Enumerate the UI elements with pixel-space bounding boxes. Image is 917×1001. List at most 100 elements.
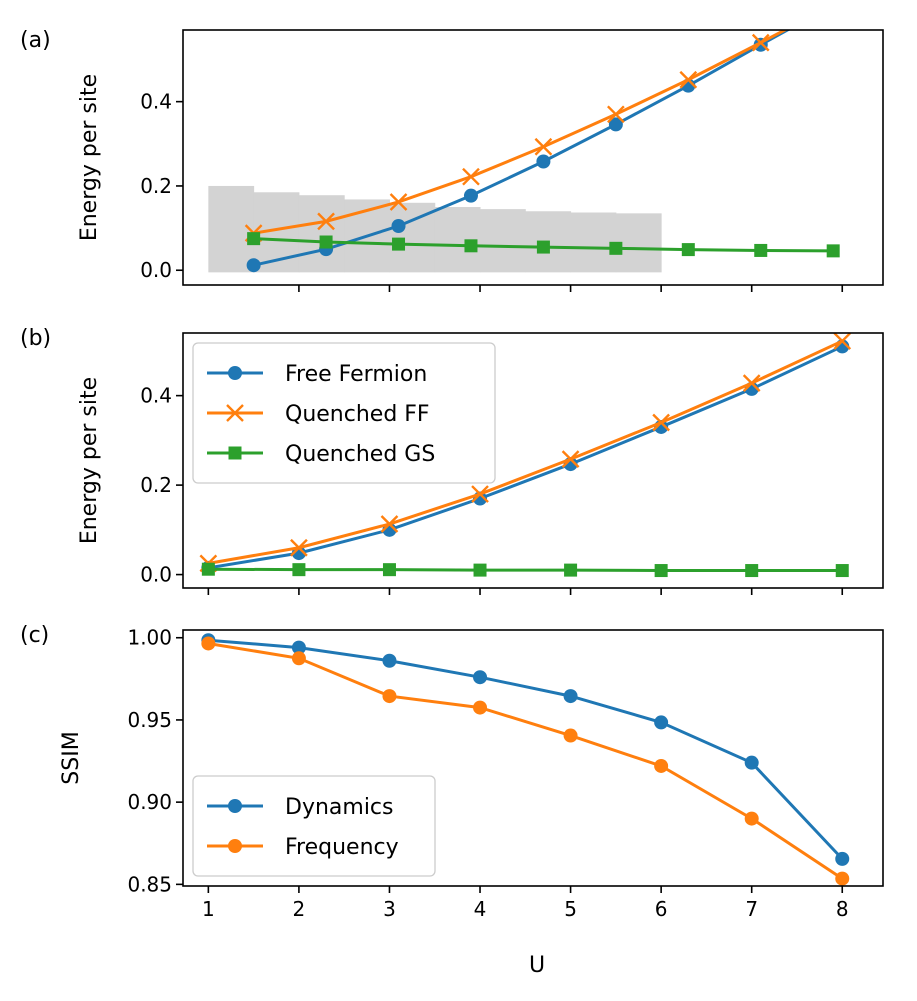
y-axis-label: SSIM — [59, 731, 84, 784]
y-tick-label: 0.0 — [140, 258, 172, 282]
data-point — [652, 413, 670, 432]
data-point — [654, 758, 669, 773]
panel-label: (b) — [20, 326, 51, 351]
data-point — [564, 563, 578, 577]
data-point — [607, 105, 625, 124]
data-point — [833, 333, 852, 350]
y-tick-label: 0.85 — [127, 872, 172, 896]
data-point — [835, 851, 850, 866]
data-point — [471, 485, 489, 503]
data-point — [290, 538, 308, 557]
y-tick-label: 0.0 — [140, 563, 172, 587]
data-point — [826, 244, 840, 258]
legend-box — [192, 342, 496, 484]
x-axis-label: U — [529, 953, 545, 978]
data-point — [391, 218, 406, 233]
data-point — [681, 243, 695, 257]
data-point — [835, 564, 849, 578]
panels: 0.0 0.2 0.4 Energy per site (a) 0.0 0.2 0.4 Ener… — [20, 0, 884, 921]
data-point — [317, 212, 335, 231]
axes-frame — [182, 629, 884, 887]
plot-area — [199, 333, 852, 578]
y-tick-label: 0.4 — [140, 90, 172, 114]
x-tick-label: 8 — [836, 897, 849, 921]
data-point — [382, 563, 396, 577]
y-tick-label: 1.00 — [127, 626, 172, 650]
data-point — [751, 33, 770, 52]
data-point — [463, 188, 478, 203]
data-point — [534, 137, 553, 156]
data-point — [462, 167, 480, 186]
panel-3: 0.85 0.90 0.95 1.00 1 2 3 4 5 6 7 8 SSIM (c) Dynamics F… — [20, 623, 884, 921]
legend-label: Frequency — [285, 835, 399, 860]
series-dynamics — [201, 633, 850, 866]
data-point — [835, 871, 850, 886]
data-point — [292, 563, 306, 577]
y-tick-label: 0.95 — [127, 708, 172, 732]
data-point — [473, 563, 487, 577]
band-step — [298, 195, 345, 273]
plot-area — [201, 633, 850, 886]
band-step — [570, 212, 617, 273]
data-point — [654, 715, 669, 730]
data-point — [608, 117, 623, 132]
data-point — [744, 755, 759, 770]
data-point — [380, 515, 399, 533]
data-point — [382, 689, 397, 704]
data-point — [561, 450, 580, 469]
data-point — [291, 640, 306, 655]
band-step — [615, 213, 662, 273]
panel-1: 0.0 0.2 0.4 Energy per site (a) — [20, 0, 884, 292]
panel-label: (c) — [20, 623, 49, 648]
legend-marker — [226, 404, 244, 422]
y-axis-label: Energy per site — [77, 74, 102, 241]
data-point — [382, 653, 397, 668]
legend-marker — [228, 366, 242, 380]
data-point — [319, 235, 333, 249]
y-tick-label: 0.2 — [140, 174, 172, 198]
y-tick-label: 0.90 — [127, 790, 172, 814]
x-tick-label: 1 — [202, 897, 215, 921]
series-line — [208, 567, 843, 573]
data-point — [536, 240, 550, 254]
data-point — [563, 689, 578, 704]
series-line — [208, 642, 844, 880]
axes-frame — [182, 332, 884, 589]
data-point — [654, 564, 668, 578]
legend-label: Free Fermion — [285, 362, 427, 387]
data-point — [473, 670, 488, 685]
band-step — [480, 209, 526, 273]
x-tick-label: 4 — [474, 897, 487, 921]
x-tick-label: 7 — [745, 897, 758, 921]
legend-marker — [228, 446, 242, 460]
series-line — [208, 339, 843, 565]
data-point — [742, 374, 761, 392]
legend-marker — [228, 839, 242, 853]
series-line — [208, 345, 843, 570]
x-tick-label: 5 — [564, 897, 577, 921]
data-point — [745, 564, 759, 578]
panel-2: 0.0 0.2 0.4 Energy per site (b) Free Fermion Q… — [20, 326, 884, 595]
data-point — [563, 728, 578, 743]
series-quenched-gs — [247, 232, 840, 258]
series-quenched-gs — [201, 562, 849, 578]
data-point — [392, 237, 406, 251]
data-point — [825, 0, 841, 13]
axes-frame — [182, 29, 884, 286]
data-point — [754, 243, 768, 257]
data-point — [536, 154, 551, 169]
data-point — [389, 193, 408, 211]
series-line — [208, 638, 844, 860]
data-point — [744, 811, 759, 826]
series-frequency — [201, 636, 850, 886]
data-point — [609, 241, 623, 255]
x-tick-label: 2 — [293, 897, 306, 921]
data-point — [291, 651, 306, 666]
data-point — [826, 0, 840, 12]
data-point — [473, 700, 488, 715]
legend-box — [192, 775, 436, 877]
y-axis-label: Energy per site — [77, 377, 102, 544]
legend: Free Fermion Quenched FF Quenched GS — [192, 342, 496, 484]
y-tick-label: 0.2 — [140, 473, 172, 497]
legend: Dynamics Frequency — [192, 775, 436, 877]
